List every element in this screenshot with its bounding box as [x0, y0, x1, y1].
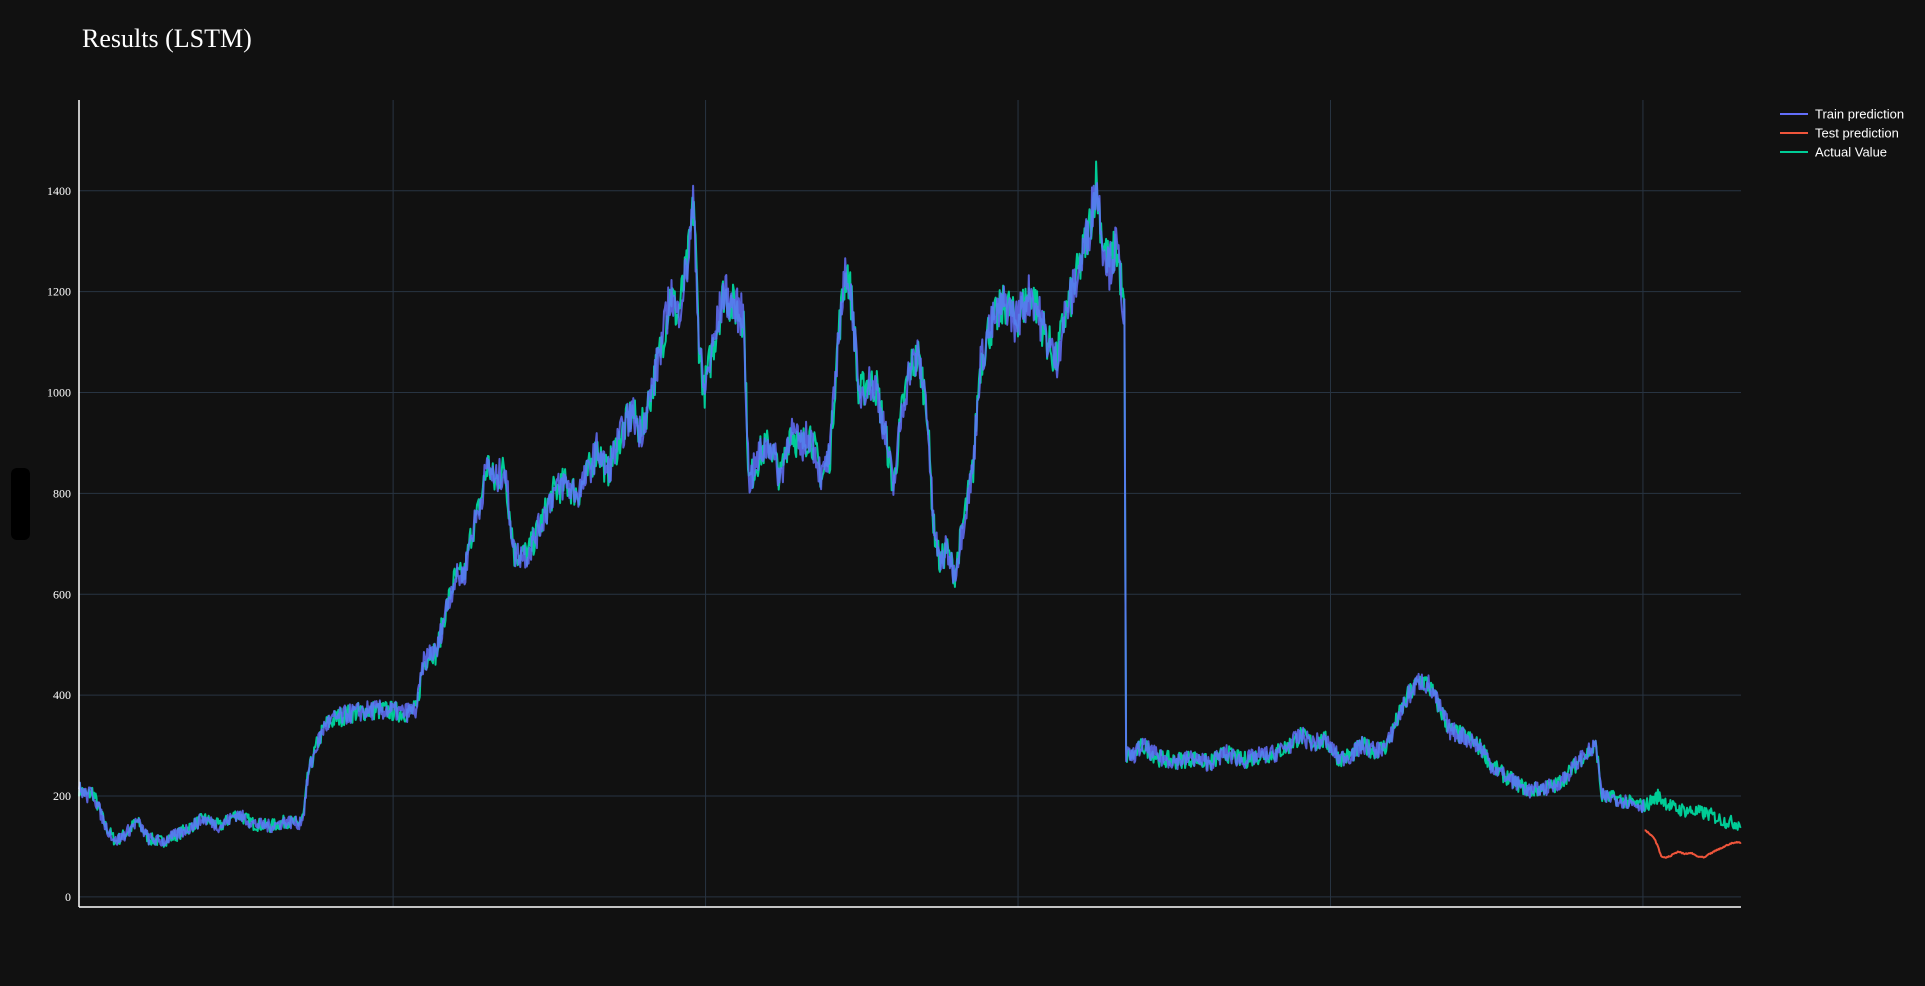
train-prediction-line [78, 182, 1646, 847]
legend-label: Actual Value [1815, 145, 1887, 160]
legend-item[interactable]: Actual Value [1780, 145, 1887, 160]
actual-value-line [78, 160, 1742, 848]
grid-lines [79, 100, 1741, 907]
y-tick-label: 200 [53, 789, 71, 803]
legend-item[interactable]: Train prediction [1780, 107, 1904, 122]
y-tick-label: 400 [53, 688, 71, 702]
y-tick-label: 800 [53, 486, 71, 500]
test-prediction-line [1644, 829, 1742, 859]
legend-label: Train prediction [1815, 107, 1904, 122]
legend-item[interactable]: Test prediction [1780, 126, 1899, 141]
redaction-mark [11, 468, 30, 540]
y-tick-label: 0 [65, 890, 71, 904]
y-tick-label: 1400 [47, 184, 71, 198]
series-lines [78, 160, 1742, 859]
y-axis-ticks: 0 200 400 600 800 1000 1200 1400 [47, 184, 71, 904]
legend[interactable]: Train prediction Test prediction Actual Va… [1780, 107, 1904, 160]
y-tick-label: 1000 [47, 386, 71, 400]
y-tick-label: 600 [53, 587, 71, 601]
chart-title: Results (LSTM) [82, 24, 252, 53]
legend-label: Test prediction [1815, 126, 1899, 141]
y-tick-label: 1200 [47, 285, 71, 299]
